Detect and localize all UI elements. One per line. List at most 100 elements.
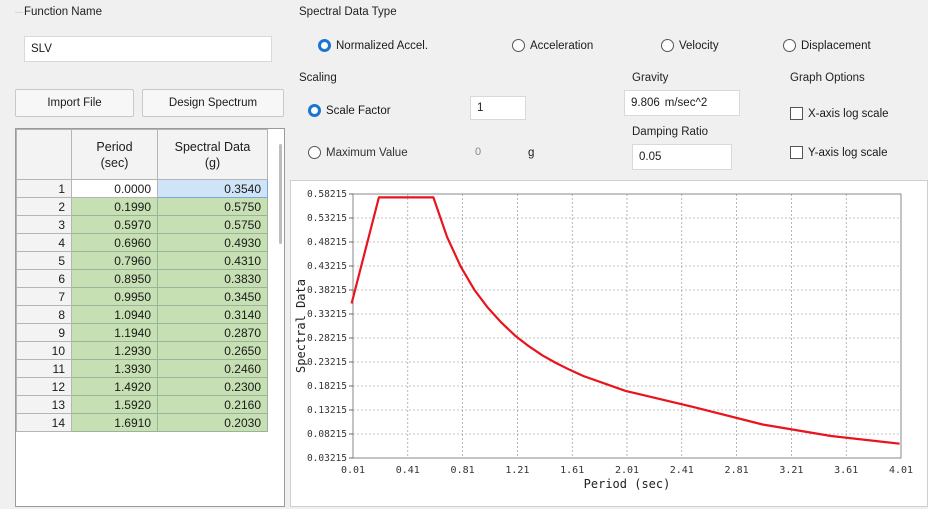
table-row[interactable]: 5 0.7960 0.4310 — [16, 251, 268, 270]
radio-label: Scale Factor — [326, 104, 391, 117]
radio-displacement[interactable]: Displacement — [783, 39, 871, 52]
radio-dot-icon — [318, 39, 331, 52]
spectral-data-cell[interactable]: 0.2460 — [157, 359, 268, 378]
spectral-data-cell[interactable]: 0.2300 — [157, 377, 268, 396]
table-row[interactable]: 14 1.6910 0.2030 — [16, 413, 268, 432]
row-index-cell: 14 — [16, 413, 72, 432]
period-cell[interactable]: 1.2930 — [71, 341, 158, 360]
y-tick-label: 0.38215 — [307, 285, 347, 296]
y-tick-label: 0.53215 — [307, 213, 347, 224]
x-tick-label: 2.81 — [725, 465, 749, 476]
table-scrollbar[interactable] — [277, 130, 284, 250]
radio-acceleration[interactable]: Acceleration — [512, 39, 593, 52]
gravity-value: 9.806 — [631, 97, 660, 109]
maximum-unit-label: g — [528, 147, 535, 159]
radio-scale-factor[interactable]: Scale Factor — [308, 104, 391, 117]
table-row[interactable]: 13 1.5920 0.2160 — [16, 395, 268, 414]
spectral-data-cell[interactable]: 0.4930 — [157, 233, 268, 252]
y-tick-label: 0.43215 — [307, 261, 347, 272]
spectral-data-cell[interactable]: 0.2650 — [157, 341, 268, 360]
period-header-line2: (sec) — [100, 155, 129, 170]
x-axis-log-checkbox[interactable]: X-axis log scale — [790, 107, 889, 120]
design-spectrum-button[interactable]: Design Spectrum — [142, 89, 284, 117]
radio-dot-icon — [308, 146, 321, 159]
table-row[interactable]: 6 0.8950 0.3830 — [16, 269, 268, 288]
table-row[interactable]: 11 1.3930 0.2460 — [16, 359, 268, 378]
period-cell[interactable]: 1.3930 — [71, 359, 158, 378]
scale-factor-input[interactable]: 1 — [470, 96, 526, 120]
radio-label: Maximum Value — [326, 146, 408, 159]
spectral-data-cell[interactable]: 0.2160 — [157, 395, 268, 414]
period-cell[interactable]: 0.1990 — [71, 197, 158, 216]
period-cell[interactable]: 0.7960 — [71, 251, 158, 270]
period-cell[interactable]: 0.0000 — [71, 179, 158, 198]
radio-label: Normalized Accel. — [336, 39, 429, 52]
row-index-cell: 9 — [16, 323, 72, 342]
scrollbar-thumb[interactable] — [279, 144, 282, 244]
x-tick-label: 3.21 — [779, 465, 803, 476]
damping-ratio-input[interactable]: 0.05 — [632, 144, 732, 170]
x-tick-label: 0.41 — [396, 465, 420, 476]
period-cell[interactable]: 0.9950 — [71, 287, 158, 306]
y-axis-label: Spectral Data — [294, 279, 308, 373]
import-file-button[interactable]: Import File — [15, 89, 134, 117]
x-tick-label: 1.21 — [505, 465, 529, 476]
table-row[interactable]: 2 0.1990 0.5750 — [16, 197, 268, 216]
x-tick-label: 0.81 — [451, 465, 475, 476]
x-tick-label: 0.01 — [341, 465, 365, 476]
y-tick-label: 0.28215 — [307, 333, 347, 344]
y-tick-label: 0.03215 — [307, 453, 347, 464]
radio-label: Displacement — [801, 39, 871, 52]
gravity-input[interactable]: 9.806 m/sec^2 — [624, 90, 740, 116]
spectral-data-cell[interactable]: 0.3540 — [157, 179, 268, 198]
row-index-cell: 8 — [16, 305, 72, 324]
period-cell[interactable]: 1.0940 — [71, 305, 158, 324]
spectral-data-cell[interactable]: 0.3450 — [157, 287, 268, 306]
period-cell[interactable]: 1.5920 — [71, 395, 158, 414]
x-tick-label: 2.41 — [670, 465, 694, 476]
row-index-cell: 7 — [16, 287, 72, 306]
spectrum-chart: 0.01 0.41 0.81 1.21 1.61 2.01 2.41 2.81 3.21 3.61… — [294, 189, 913, 491]
table-row[interactable]: 3 0.5970 0.5750 — [16, 215, 268, 234]
spectral-data-cell[interactable]: 0.2030 — [157, 413, 268, 432]
spectral-data-cell[interactable]: 0.3830 — [157, 269, 268, 288]
y-tick-label: 0.08215 — [307, 429, 347, 440]
spectral-data-cell[interactable]: 0.4310 — [157, 251, 268, 270]
damping-label: Damping Ratio — [632, 126, 709, 138]
row-index-cell: 6 — [16, 269, 72, 288]
function-name-input[interactable]: SLV — [24, 36, 272, 62]
period-cell[interactable]: 1.6910 — [71, 413, 158, 432]
spectral-data-cell[interactable]: 0.3140 — [157, 305, 268, 324]
radio-velocity[interactable]: Velocity — [661, 39, 719, 52]
table-row[interactable]: 12 1.4920 0.2300 — [16, 377, 268, 396]
scaling-label: Scaling — [299, 72, 337, 84]
table-row[interactable]: 1 0.0000 0.3540 — [16, 179, 268, 198]
radio-maximum-value[interactable]: Maximum Value — [308, 146, 408, 159]
maximum-value-field[interactable]: 0 — [475, 146, 482, 158]
table-header-row: Period (sec) Spectral Data (g) — [16, 129, 268, 180]
y-axis-log-checkbox[interactable]: Y-axis log scale — [790, 146, 887, 159]
y-tick-label: 0.58215 — [307, 189, 347, 200]
period-cell[interactable]: 0.8950 — [71, 269, 158, 288]
spectral-data-cell[interactable]: 0.2870 — [157, 323, 268, 342]
table-row[interactable]: 10 1.2930 0.2650 — [16, 341, 268, 360]
period-cell[interactable]: 0.5970 — [71, 215, 158, 234]
spectral-header-line1: Spectral Data — [174, 139, 251, 154]
table-row[interactable]: 8 1.0940 0.3140 — [16, 305, 268, 324]
period-column-header[interactable]: Period (sec) — [71, 129, 158, 180]
spectral-data-cell[interactable]: 0.5750 — [157, 197, 268, 216]
x-tick-label: 2.01 — [615, 465, 639, 476]
row-index-cell: 10 — [16, 341, 72, 360]
period-cell[interactable]: 1.1940 — [71, 323, 158, 342]
period-cell[interactable]: 1.4920 — [71, 377, 158, 396]
table-row[interactable]: 4 0.6960 0.4930 — [16, 233, 268, 252]
table-row[interactable]: 7 0.9950 0.3450 — [16, 287, 268, 306]
spectral-data-column-header[interactable]: Spectral Data (g) — [157, 129, 268, 180]
radio-normalized-accel[interactable]: Normalized Accel. — [318, 39, 428, 52]
table-row[interactable]: 9 1.1940 0.2870 — [16, 323, 268, 342]
spectral-data-cell[interactable]: 0.5750 — [157, 215, 268, 234]
x-tick-label: 1.61 — [560, 465, 584, 476]
radio-label: Acceleration — [530, 39, 594, 52]
period-cell[interactable]: 0.6960 — [71, 233, 158, 252]
x-tick-label: 4.01 — [889, 465, 913, 476]
